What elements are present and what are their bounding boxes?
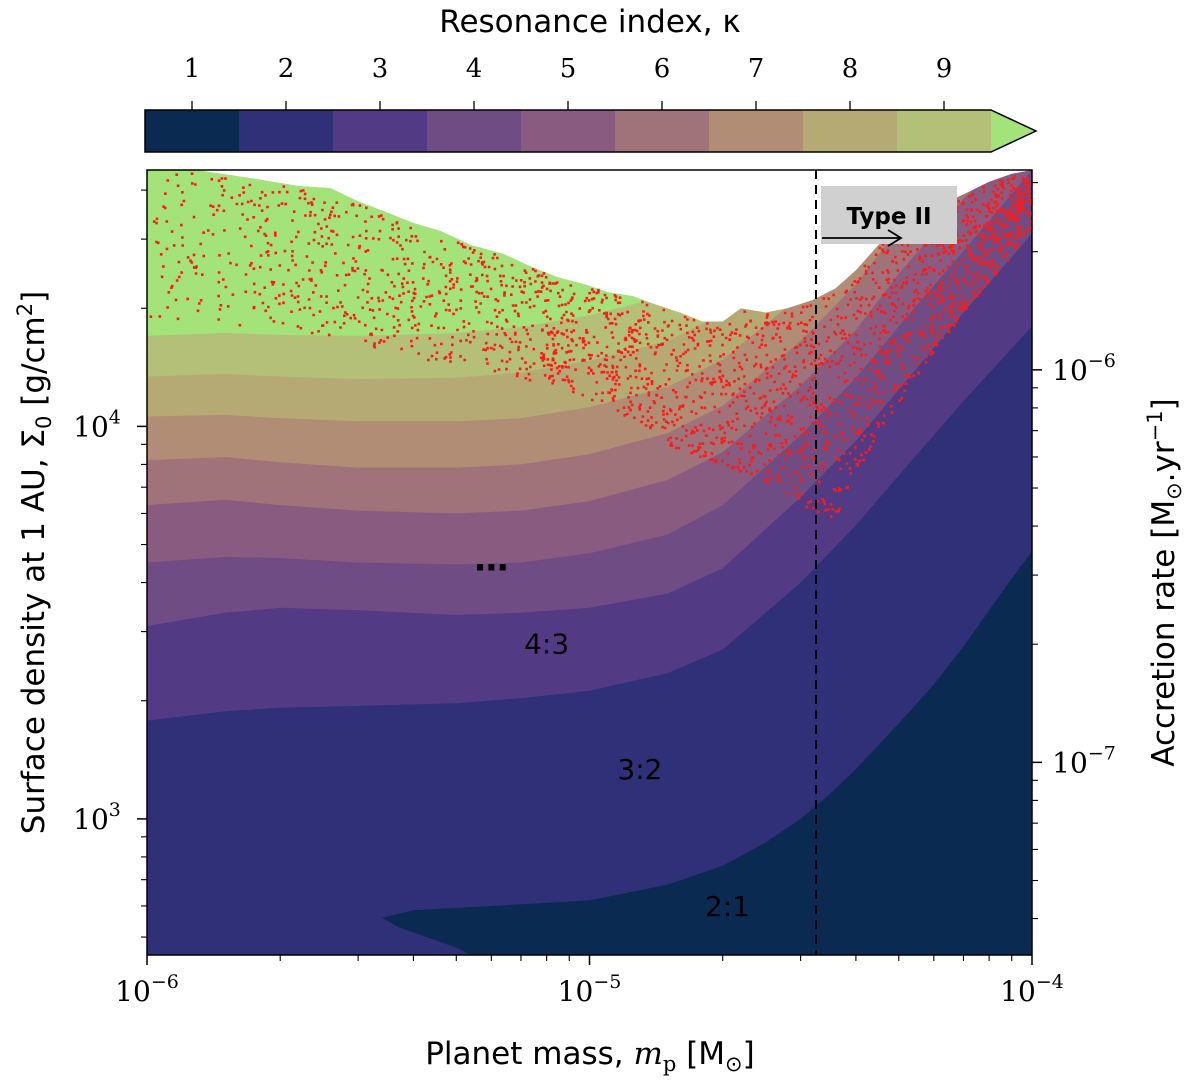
colorbar-segment-7: [709, 110, 804, 152]
y-tick-label: 103: [73, 799, 121, 836]
resonance-band-1: [382, 551, 1032, 955]
colorbar-segments: [144, 109, 1038, 153]
colorbar-tick-label: 4: [466, 54, 483, 84]
colorbar-tick-label: 3: [372, 54, 389, 84]
type-ii-label: Type II: [846, 204, 931, 230]
type-ii-label-box: [821, 186, 958, 244]
region-label: …: [474, 539, 508, 579]
colorbar-segment-5: [521, 110, 616, 152]
region-labels: 2:1 3:2 4:3 …: [474, 539, 750, 923]
colorbar-tick-label: 5: [560, 54, 577, 84]
x-tick-label: 10−4: [1000, 971, 1064, 1008]
colorbar-tick-label: 8: [842, 54, 859, 84]
y-tick-label: 104: [73, 406, 121, 443]
colorbar-segment-1: [145, 110, 240, 152]
x-tick-label: 10−6: [115, 971, 179, 1008]
x-axis-label: Planet mass, mp [M⊙]: [425, 1036, 755, 1076]
type-ii-marker: Type II: [815, 170, 958, 955]
colorbar-tick-label: 9: [936, 54, 953, 84]
colorbar-tick-label: 6: [654, 54, 671, 84]
y-axis-label: Surface density at 1 AU, Σ0 [g/cm2]: [13, 291, 56, 834]
y2-axis-label: Accretion rate [M⊙.yr−1]: [1143, 398, 1186, 766]
colorbar-tick-label: 2: [278, 54, 295, 84]
region-label: 2:1: [705, 890, 750, 923]
colorbar-segment-8: [803, 110, 898, 152]
colorbar-ticks: 1 2 3 4 5 6 7 8 9: [184, 54, 953, 110]
x-tick-label: 10−5: [558, 971, 622, 1008]
y2-tick-label: 10−6: [1052, 350, 1116, 387]
colorbar-segment-3: [333, 110, 428, 152]
colorbar-segment-2: [239, 110, 334, 152]
plot-area: Type II 2:1 3:2 4:3 …: [146, 169, 1033, 956]
colorbar: Resonance index, κ 1 2 3 4 5 6 7 8 9: [144, 4, 1038, 153]
colorbar-tick-label: 1: [184, 54, 201, 84]
axes: 10−6 10−5 10−4 103 104 10−7 10−6 Planet mass, m…: [13, 182, 1186, 1076]
resonance-band-2: [147, 326, 1032, 955]
colorbar-tick-label: 7: [748, 54, 765, 84]
region-label: 3:2: [617, 753, 662, 786]
y2-tick-label: 10−7: [1052, 742, 1116, 779]
resonance-bands: [147, 170, 1032, 955]
colorbar-extend-arrow: [991, 110, 1036, 152]
region-label: 4:3: [524, 627, 569, 660]
colorbar-segment-9: [897, 110, 992, 152]
colorbar-segment-4: [427, 110, 522, 152]
colorbar-segment-6: [615, 110, 710, 152]
unexplored-region: [147, 170, 1032, 322]
colorbar-label: Resonance index, κ: [439, 4, 740, 40]
type-ii-arrow-head: [887, 229, 903, 247]
